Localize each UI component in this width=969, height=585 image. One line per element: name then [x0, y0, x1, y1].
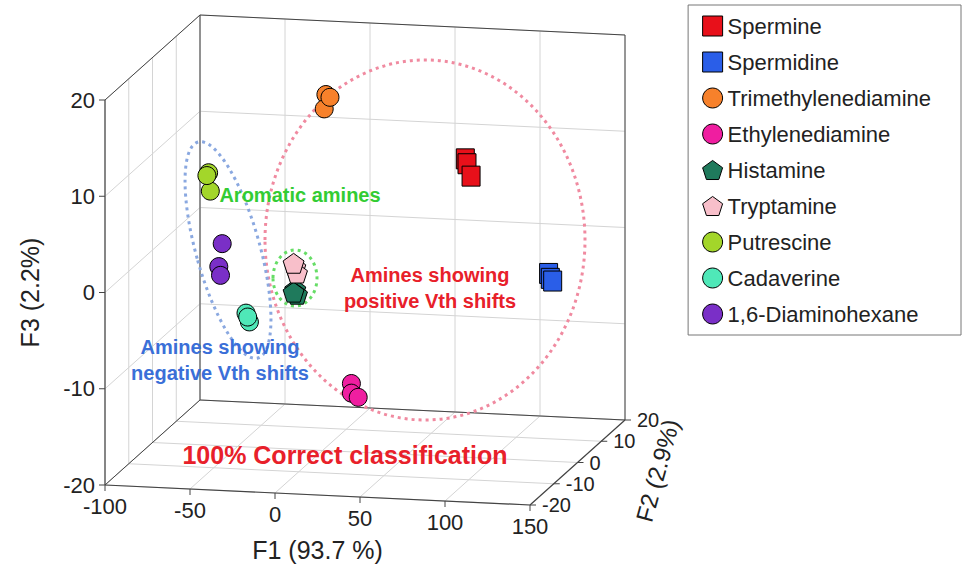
svg-text:Ethylenediamine: Ethylenediamine: [728, 122, 891, 147]
svg-text:F3 (2.2%): F3 (2.2%): [16, 238, 44, 348]
svg-text:10: 10: [71, 184, 95, 209]
svg-text:negative Vth shifts: negative Vth shifts: [131, 362, 309, 384]
svg-text:0: 0: [83, 280, 95, 305]
svg-text:20: 20: [71, 88, 95, 113]
svg-text:Cadaverine: Cadaverine: [728, 266, 841, 291]
svg-text:20: 20: [637, 409, 660, 431]
svg-text:Trimethylenediamine: Trimethylenediamine: [728, 86, 931, 111]
svg-text:-10: -10: [566, 473, 595, 495]
svg-text:100% Correct classification: 100% Correct classification: [182, 441, 507, 469]
svg-text:Spermidine: Spermidine: [728, 50, 839, 75]
svg-text:F2 (2.9%): F2 (2.9%): [630, 416, 684, 525]
svg-text:F1 (93.7 %): F1 (93.7 %): [252, 536, 383, 564]
svg-text:Amines showing: Amines showing: [141, 336, 300, 358]
svg-text:positive Vth shifts: positive Vth shifts: [344, 290, 516, 312]
svg-text:100: 100: [427, 510, 464, 535]
svg-text:Tryptamine: Tryptamine: [728, 194, 837, 219]
svg-text:Aromatic amines: Aromatic amines: [219, 184, 380, 206]
svg-text:-20: -20: [63, 473, 95, 498]
svg-text:Putrescine: Putrescine: [728, 230, 832, 255]
svg-text:50: 50: [348, 506, 372, 531]
svg-text:10: 10: [613, 430, 635, 452]
svg-text:0: 0: [590, 452, 601, 474]
svg-text:-20: -20: [542, 494, 571, 516]
svg-text:Amines showing: Amines showing: [351, 264, 510, 286]
svg-text:Histamine: Histamine: [728, 158, 826, 183]
svg-text:-50: -50: [174, 498, 206, 523]
svg-text:0: 0: [269, 502, 281, 527]
svg-text:Spermine: Spermine: [728, 14, 822, 39]
svg-text:-100: -100: [83, 493, 127, 519]
svg-text:150: 150: [512, 514, 549, 539]
svg-text:1,6-Diaminohexane: 1,6-Diaminohexane: [728, 302, 919, 327]
svg-text:-10: -10: [63, 376, 95, 401]
